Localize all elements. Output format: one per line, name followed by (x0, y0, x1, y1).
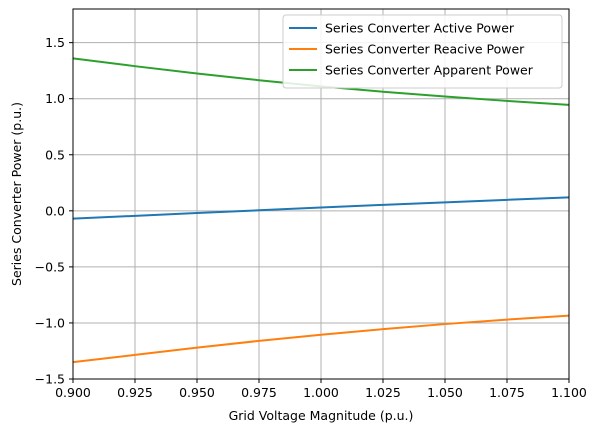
x-tick-label: 1.000 (303, 385, 339, 400)
x-tick-label: 1.075 (489, 385, 525, 400)
legend: Series Converter Active Power Series Conv… (282, 14, 563, 89)
x-tick-label: 0.925 (117, 385, 153, 400)
y-axis-ticks: −1.5 −1.0 −0.5 0.0 0.5 1.0 1.5 (35, 35, 73, 387)
y-tick-label: −1.0 (35, 315, 65, 330)
x-tick-label: 1.025 (365, 385, 401, 400)
y-tick-label: 0.5 (45, 147, 65, 162)
x-axis-ticks: 0.900 0.925 0.950 0.975 1.000 1.025 1.050 1.075… (55, 379, 587, 400)
y-tick-label: 1.0 (45, 91, 65, 106)
x-tick-label: 0.950 (179, 385, 215, 400)
x-axis-label: Grid Voltage Magnitude (p.u.) (229, 408, 414, 423)
series-line-2 (72, 314, 570, 364)
x-tick-label: 1.050 (427, 385, 463, 400)
legend-entry-label: Series Converter Reacive Power (325, 42, 525, 57)
legend-box (282, 14, 563, 89)
x-tick-label: 0.975 (241, 385, 277, 400)
x-tick-label: 1.100 (551, 385, 587, 400)
x-tick-label: 0.900 (55, 385, 91, 400)
y-tick-label: 1.5 (45, 35, 65, 50)
y-tick-label: −0.5 (35, 259, 65, 274)
legend-entry-label: Series Converter Active Power (325, 21, 515, 36)
y-tick-label: 0.0 (45, 203, 65, 218)
legend-entry-label: Series Converter Apparent Power (325, 63, 534, 78)
y-axis-label: Series Converter Power (p.u.) (9, 102, 24, 286)
series-line-1 (72, 196, 570, 220)
y-tick-label: −1.5 (35, 372, 65, 387)
